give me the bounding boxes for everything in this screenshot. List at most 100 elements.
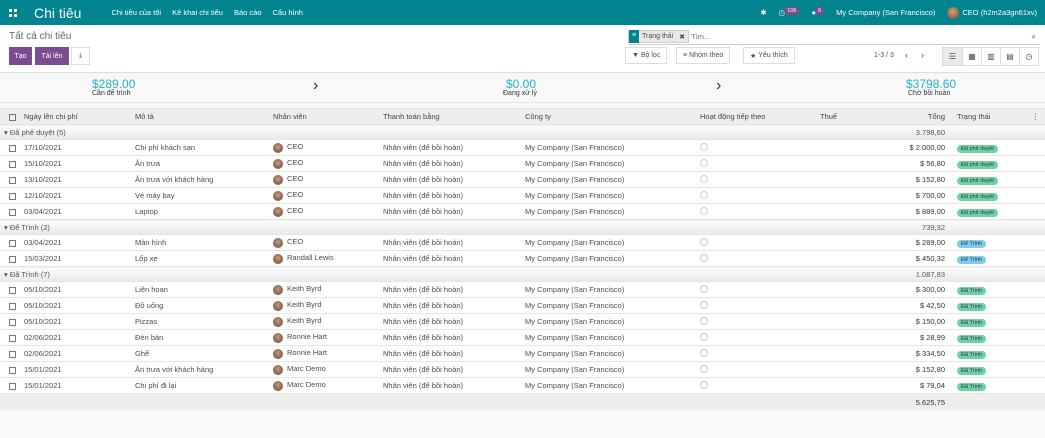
cell-tax xyxy=(820,187,846,204)
activity-clock-icon[interactable] xyxy=(700,332,708,341)
cell-status: Đã phê duyệt xyxy=(957,171,1045,188)
search-input[interactable] xyxy=(691,32,1032,41)
table-row[interactable]: 02/06/2021 Đèn bàn Ronnie Hart Nhân viên (đ… xyxy=(0,329,1045,346)
table-row[interactable]: 17/10/2021 Chi phí khách sạn CEO Nhân viên … xyxy=(0,139,1045,156)
group-row[interactable]: ▾ Đã Trình (7) 1.087,83 xyxy=(0,266,1045,282)
list-view-icon[interactable]: ☰ xyxy=(943,48,962,65)
menu-configuration[interactable]: Cấu hình xyxy=(272,8,303,17)
table-row[interactable]: 02/06/2021 Ghế Ronnie Hart Nhân viên (để bồ… xyxy=(0,345,1045,362)
employee-avatar xyxy=(273,364,283,375)
col-tax[interactable]: Thuế xyxy=(820,108,846,125)
activity-clock-icon[interactable] xyxy=(700,380,708,389)
group-row[interactable]: ▾ Đã phê duyệt (5) 3.798,60 xyxy=(0,124,1045,140)
row-checkbox[interactable] xyxy=(9,334,16,342)
group-by-button[interactable]: ≡ Nhóm theo xyxy=(676,47,731,64)
col-description[interactable]: Mô tả xyxy=(135,108,273,125)
table-row[interactable]: 15/01/2021 Ăn trưa với khách hàng Marc Dem… xyxy=(0,361,1045,378)
row-checkbox[interactable] xyxy=(9,350,16,358)
cell-description: Chi phí đi lại xyxy=(135,377,273,394)
favorites-button[interactable]: ★ Yêu thích xyxy=(743,47,795,64)
search-icon[interactable]: ⌕ xyxy=(1031,31,1036,41)
row-checkbox[interactable] xyxy=(9,176,16,184)
table-row[interactable]: 15/01/2021 Chi phí đi lại Marc Demo Nhân vi… xyxy=(0,377,1045,394)
cell-date: 15/10/2021 xyxy=(24,155,135,172)
activity-clock-icon[interactable] xyxy=(700,237,708,246)
activity-clock-icon[interactable] xyxy=(700,206,708,215)
activity-clock-icon[interactable] xyxy=(700,253,708,262)
table-row[interactable]: 05/10/2021 Đồ uống Keith Byrd Nhân viên (để… xyxy=(0,297,1045,314)
pager-next-icon[interactable]: › xyxy=(921,50,924,60)
table-row[interactable]: 03/04/2021 Màn hình CEO Nhân viên (để bồi h… xyxy=(0,234,1045,251)
activity-button[interactable]: ◷ 106 xyxy=(779,7,800,17)
row-checkbox[interactable] xyxy=(9,318,16,326)
group-header[interactable]: ▾ Để Trình (2) xyxy=(0,219,846,235)
pager-prev-icon[interactable]: ‹ xyxy=(905,50,908,60)
activity-clock-icon[interactable] xyxy=(700,190,708,199)
row-checkbox[interactable] xyxy=(9,382,16,390)
filter-button[interactable]: ▼ Bộ lọc xyxy=(625,47,668,64)
activity-clock-icon[interactable] xyxy=(700,316,708,325)
table-row[interactable]: 12/10/2021 Vé máy bay CEO Nhân viên (để bồi… xyxy=(0,187,1045,204)
company-switcher[interactable]: My Company (San Francisco) xyxy=(836,8,936,17)
row-checkbox[interactable] xyxy=(9,192,16,200)
create-button[interactable]: Tạo xyxy=(9,47,32,65)
col-date[interactable]: Ngày lên chi phí xyxy=(24,108,135,125)
cell-payment: Nhân viên (để bồi hoàn) xyxy=(383,361,525,378)
row-checkbox[interactable] xyxy=(9,144,16,152)
col-company[interactable]: Công ty xyxy=(525,108,700,125)
menu-expense-reports[interactable]: Kê khai chi tiêu xyxy=(172,8,223,17)
row-checkbox[interactable] xyxy=(9,302,16,310)
col-employee[interactable]: Nhân viên xyxy=(273,108,383,125)
activity-clock-icon[interactable] xyxy=(700,142,708,151)
row-checkbox[interactable] xyxy=(9,239,16,247)
table-row[interactable]: 05/10/2021 Pizzas Keith Byrd Nhân viên (để … xyxy=(0,313,1045,330)
activity-clock-icon[interactable] xyxy=(700,158,708,167)
apps-menu-icon[interactable] xyxy=(9,8,17,17)
activity-view-icon[interactable]: ◷ xyxy=(1019,48,1038,65)
graph-view-icon[interactable]: ▥ xyxy=(981,48,1000,65)
table-row[interactable]: 15/03/2021 Lốp xe Randall Lewis Nhân viên (… xyxy=(0,250,1045,267)
messages-button[interactable]: ● 6 xyxy=(811,7,825,17)
col-total[interactable]: Tổng xyxy=(846,108,945,125)
cell-date: 03/04/2021 xyxy=(24,203,135,220)
activity-clock-icon[interactable] xyxy=(700,284,708,293)
cell-company: My Company (San Francisco) xyxy=(525,155,700,172)
cell-tax xyxy=(820,377,846,394)
facet-remove-icon[interactable]: ✖ xyxy=(679,33,686,41)
col-payment[interactable]: Thanh toán bằng xyxy=(383,108,525,125)
download-icon[interactable]: ⤓ xyxy=(71,47,90,65)
chat-icon: ● xyxy=(811,8,817,17)
menu-my-expenses[interactable]: Chi tiêu của tôi xyxy=(111,8,162,17)
group-header[interactable]: ▾ Đã Trình (7) xyxy=(0,266,846,282)
cell-date: 17/10/2021 xyxy=(24,139,135,156)
group-row[interactable]: ▾ Để Trình (2) 739,32 xyxy=(0,219,1045,235)
table-row[interactable]: 15/10/2021 Ăn trưa CEO Nhân viên (để bồi ho… xyxy=(0,155,1045,172)
cell-activity xyxy=(700,155,820,172)
activity-clock-icon[interactable] xyxy=(700,174,708,183)
pivot-view-icon[interactable]: ▤ xyxy=(1000,48,1019,65)
row-checkbox[interactable] xyxy=(9,366,16,374)
debug-bug-icon[interactable]: ✱ xyxy=(760,8,767,17)
table-row[interactable]: 03/04/2021 Laptop CEO Nhân viên (để bồi hoà… xyxy=(0,203,1045,220)
kanban-view-icon[interactable]: ▦ xyxy=(962,48,981,65)
group-header[interactable]: ▾ Đã phê duyệt (5) xyxy=(0,124,846,140)
activity-clock-icon[interactable] xyxy=(700,300,708,309)
breadcrumb: Tất cả chi tiêu xyxy=(9,31,72,42)
row-checkbox[interactable] xyxy=(9,160,16,168)
col-status[interactable]: Trạng thái ⋮ xyxy=(957,108,1045,125)
table-row[interactable]: 05/10/2021 Liên hoan Keith Byrd Nhân viên (… xyxy=(0,281,1045,298)
row-checkbox[interactable] xyxy=(9,208,16,216)
pager-value[interactable]: 1-3 / 3 xyxy=(874,52,894,59)
activity-clock-icon[interactable] xyxy=(700,348,708,357)
row-checkbox[interactable] xyxy=(9,286,16,294)
col-next-activity[interactable]: Hoạt động tiếp theo xyxy=(700,108,820,125)
row-checkbox[interactable] xyxy=(9,255,16,263)
cell-status: Đã phê duyệt xyxy=(957,203,1045,220)
upload-button[interactable]: Tải lên xyxy=(35,47,69,65)
optional-columns-icon[interactable]: ⋮ xyxy=(1031,112,1040,121)
activity-clock-icon[interactable] xyxy=(700,364,708,373)
select-all-checkbox[interactable] xyxy=(9,113,16,121)
table-row[interactable]: 13/10/2021 Ăn trưa với khách hàng CEO Nhân … xyxy=(0,171,1045,188)
menu-reporting[interactable]: Báo cáo xyxy=(233,8,262,17)
user-menu[interactable]: CEO (h2m2a3gn61xv) xyxy=(947,6,1037,19)
